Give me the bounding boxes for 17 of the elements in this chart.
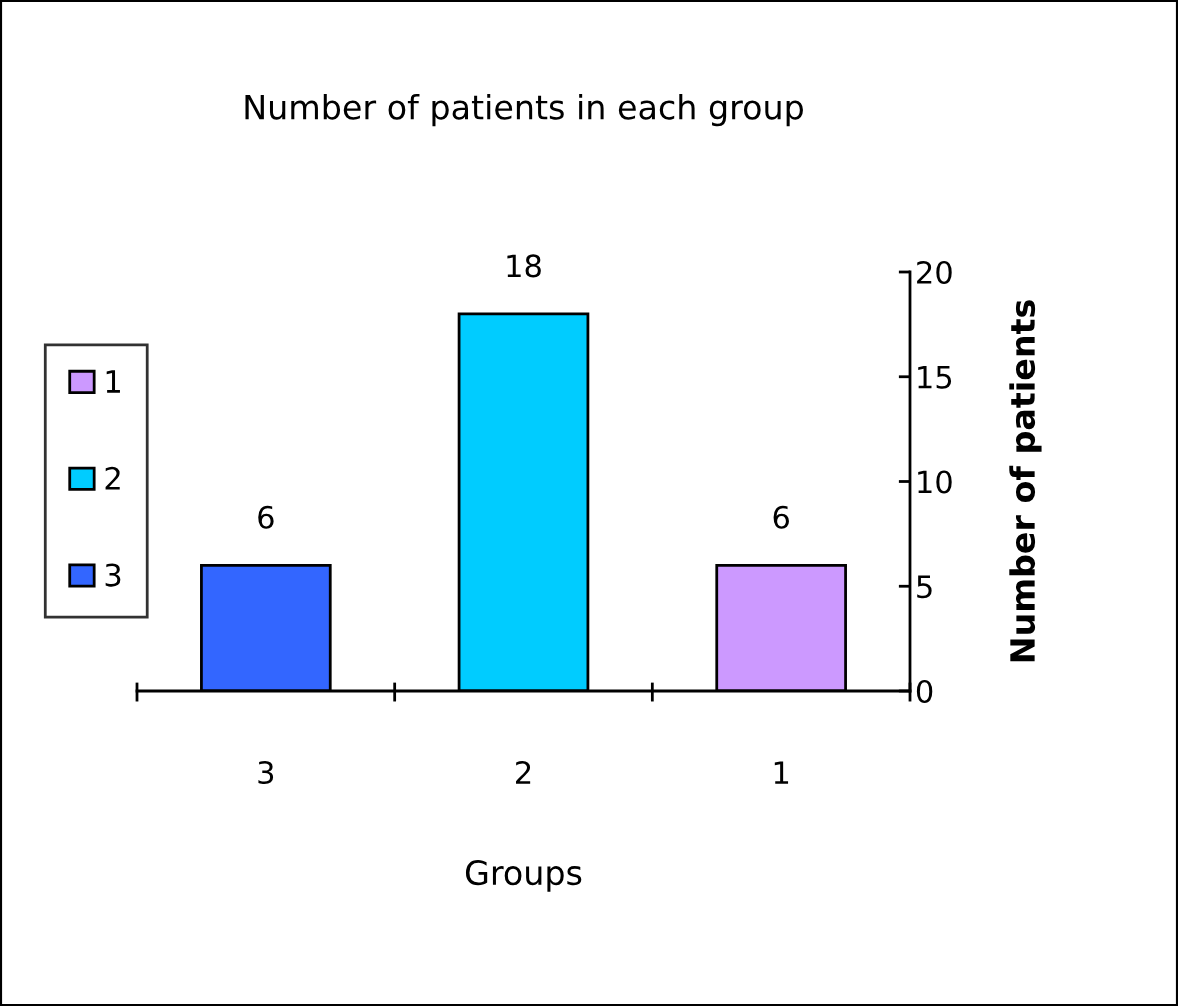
chart-title: Number of patients in each group (245, 93, 803, 127)
legend-label: 1 (106, 370, 120, 393)
y-axis-title: Number of patients (1009, 300, 1042, 662)
y-tick-label: 0 (916, 679, 933, 704)
data-label: 6 (258, 505, 274, 529)
data-label: 18 (507, 254, 541, 278)
x-tick-label: 2 (516, 760, 531, 784)
x-tick-label: 1 (774, 761, 789, 784)
y-tick-label: 5 (917, 575, 932, 599)
y-tick-label: 10 (918, 470, 952, 494)
legend-label: 2 (105, 466, 120, 490)
x-axis-title: Groups (465, 860, 582, 892)
y-tick-label: 20 (917, 260, 952, 285)
legend-label: 3 (105, 563, 121, 587)
data-label: 6 (773, 505, 789, 529)
y-tick-label: 15 (918, 366, 952, 389)
x-tick-label: 3 (258, 760, 274, 785)
